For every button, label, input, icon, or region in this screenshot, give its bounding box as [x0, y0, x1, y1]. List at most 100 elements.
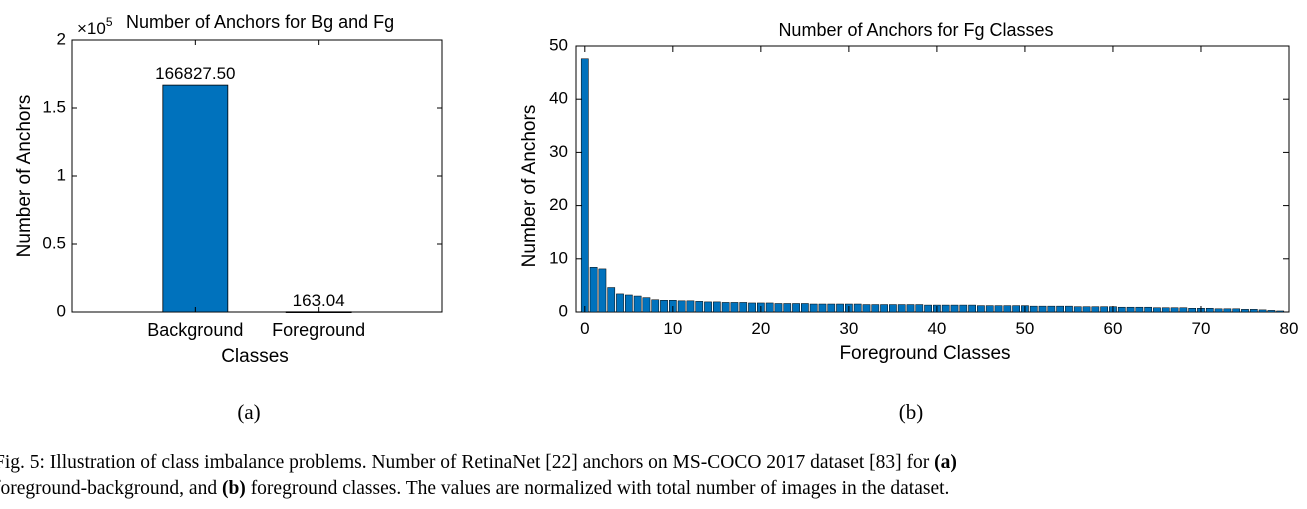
- chart-b-bar: [704, 301, 712, 313]
- chart-b-bar: [1161, 307, 1170, 313]
- chart-b-x-tick-label: 30: [839, 319, 858, 338]
- chart-b-bar: [1267, 310, 1276, 313]
- chart-b-bar: [880, 304, 888, 313]
- chart-b-bar: [607, 287, 616, 313]
- chart-b-bar: [633, 295, 642, 313]
- chart-b-bar: [906, 304, 915, 313]
- chart-b-bar: [580, 58, 589, 313]
- caption-prefix: Fig. 5: Illustration of class imbalance …: [0, 452, 935, 473]
- chart-b-bar: [950, 304, 959, 313]
- chart-a-bars: 166827.50 163.04: [155, 64, 352, 313]
- chart-b-y-tick-label: 10: [549, 248, 568, 267]
- chart-b-x-tick-label: 40: [927, 319, 946, 338]
- chart-b-panel-label: (b): [899, 400, 924, 424]
- chart-a-title: Number of Anchors for Bg and Fg: [126, 12, 394, 32]
- chart-b-y-tick-label: 20: [549, 195, 568, 214]
- chart-a-x-tick-label: Background: [147, 320, 243, 340]
- chart-b-bar: [712, 301, 721, 313]
- chart-b-bar: [721, 302, 730, 313]
- chart-b-bar: [1144, 306, 1153, 313]
- chart-b-bars: [580, 58, 1285, 313]
- chart-b-bar: [1047, 305, 1056, 313]
- caption-suffix: foreground classes. The values are norma…: [245, 478, 950, 499]
- chart-b-bar: [1249, 309, 1258, 313]
- chart-a-y-tick-label: 0.5: [42, 233, 66, 252]
- chart-b-title: Number of Anchors for Fg Classes: [778, 20, 1053, 40]
- chart-a-y-ticks: 0 0.5 1 1.5: [42, 39, 442, 320]
- chart-b-bar: [1170, 307, 1179, 313]
- chart-b-bar: [1214, 308, 1223, 313]
- chart-b-bar: [818, 303, 827, 313]
- chart-a-multiplier-base: ×10: [77, 19, 106, 38]
- chart-b-bar: [589, 267, 598, 313]
- chart-b-bar: [1135, 306, 1144, 313]
- chart-a-multiplier: ×105: [77, 15, 113, 38]
- chart-b-bar: [897, 304, 906, 313]
- chart-b-bar: [1153, 307, 1161, 313]
- chart-b-x-axis-label: Foreground Classes: [839, 343, 1010, 364]
- chart-b-bar: [1038, 305, 1047, 313]
- chart-b-bar: [642, 297, 651, 313]
- chart-b-bar: [765, 302, 774, 313]
- chart-b-bar: [915, 304, 924, 313]
- chart-b-bar: [985, 305, 994, 313]
- chart-b-y-tick-label: 30: [549, 142, 568, 161]
- chart-b-bar: [1276, 310, 1285, 313]
- chart-b-y-tick-label: 40: [549, 89, 568, 108]
- chart-b-x-tick-label: 80: [1280, 319, 1299, 338]
- chart-b-bar: [871, 304, 880, 313]
- chart-a-y-tick-label: 0: [57, 301, 66, 320]
- figure-caption: Fig. 5: Illustration of class imbalance …: [0, 450, 1307, 502]
- chart-b-bar: [1065, 305, 1073, 313]
- chart-b-bar: [598, 268, 607, 313]
- chart-b-bar: [1232, 308, 1241, 313]
- chart-b-bar: [959, 304, 968, 313]
- chart-b-x-tick-label: 60: [1103, 319, 1122, 338]
- chart-a-panel-label: (a): [237, 400, 260, 424]
- chart-b-bar: [836, 303, 844, 313]
- chart-b-x-tick-label: 10: [663, 319, 682, 338]
- chart-b-bar: [1073, 306, 1082, 313]
- chart-b-bar: [941, 304, 950, 313]
- chart-b-bar: [739, 302, 748, 313]
- chart-b-y-ticks: 0 10 20 30 40 50: [549, 35, 1289, 320]
- chart-b-bar: [774, 303, 783, 313]
- chart-b-bar: [748, 302, 756, 313]
- chart-b-bar: [660, 300, 668, 313]
- caption-line-1: Fig. 5: Illustration of class imbalance …: [0, 450, 1307, 476]
- chart-b-bar: [1117, 306, 1126, 313]
- chart-b-y-axis-label: Number of Anchors: [519, 105, 540, 268]
- chart-b-bar: [624, 294, 633, 313]
- chart-b-bar: [1188, 308, 1197, 313]
- chart-a-multiplier-exponent: 5: [106, 15, 113, 29]
- chart-a-y-axis-label: Number of Anchors: [14, 95, 35, 258]
- chart-b-x-tick-label: 70: [1192, 319, 1211, 338]
- chart-b-x-tick-label: 50: [1015, 319, 1034, 338]
- chart-b-bar: [1241, 309, 1249, 313]
- figure-canvas: 0 0.5 1 1.5 166827.50 163.04 Background Foreg…: [14, 12, 1299, 424]
- chart-b-bar: [1091, 306, 1100, 313]
- chart-b-bar: [792, 303, 800, 313]
- chart-b-bar: [862, 304, 871, 313]
- chart-b-bar: [968, 304, 976, 313]
- chart-b-axes-box: [575, 45, 1290, 313]
- chart-b-bar: [686, 300, 695, 313]
- chart-b-bar: [1179, 307, 1188, 313]
- chart-b-x-tick-label: 0: [580, 319, 589, 338]
- chart-a-y-tick-label: 1.5: [42, 97, 66, 116]
- chart-b-bar: [1205, 308, 1214, 313]
- chart-a-axes-box: [71, 39, 443, 313]
- chart-b-bar: [827, 303, 836, 313]
- chart-b-x-tick-label: 20: [751, 319, 770, 338]
- chart-b-bar: [889, 304, 897, 313]
- chart-b-bar: [977, 305, 985, 313]
- caption-b-marker: (b): [221, 478, 246, 499]
- chart-b-bar: [695, 301, 704, 313]
- chart-b-bar: [1029, 305, 1038, 313]
- chart-b-bar: [783, 303, 792, 313]
- chart-b-y-tick-label: 0: [559, 301, 568, 320]
- chart-b-bar: [1003, 305, 1012, 313]
- chart-a-x-ticks: Background Foreground: [147, 40, 365, 340]
- caption-line2-start: foreground-background, and: [0, 478, 222, 499]
- chart-b-bar: [616, 293, 624, 313]
